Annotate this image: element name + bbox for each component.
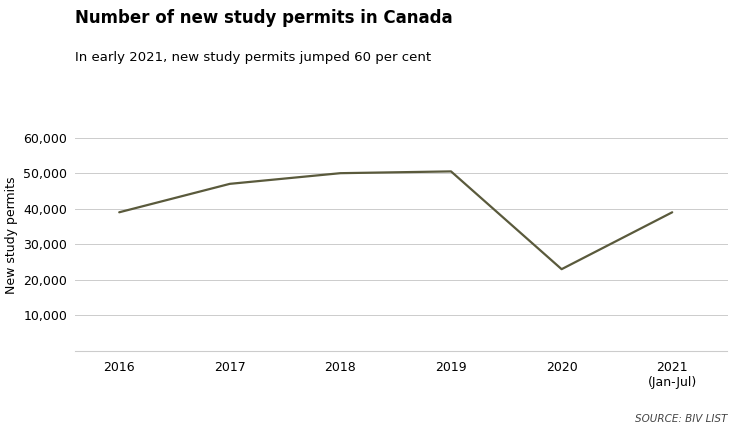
Text: Number of new study permits in Canada: Number of new study permits in Canada — [75, 9, 452, 27]
Text: SOURCE: BIV LIST: SOURCE: BIV LIST — [635, 414, 728, 424]
Text: In early 2021, new study permits jumped 60 per cent: In early 2021, new study permits jumped … — [75, 51, 431, 64]
Y-axis label: New study permits: New study permits — [4, 177, 18, 294]
